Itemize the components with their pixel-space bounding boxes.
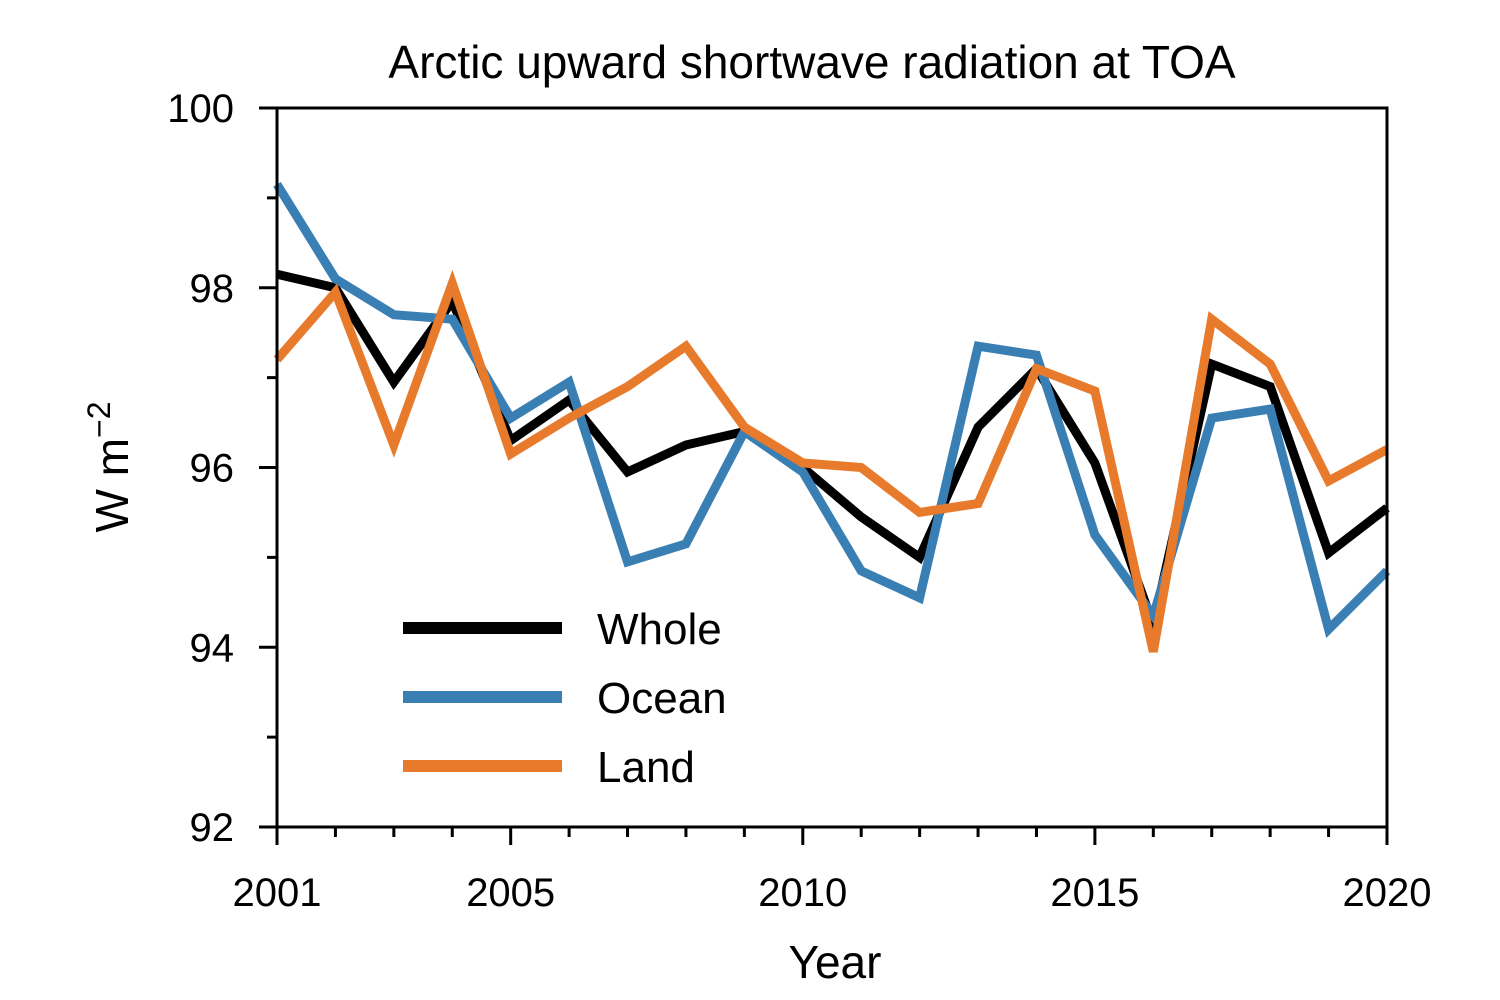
series-line-land: [273, 269, 1390, 653]
x-tick-label: 2015: [1050, 871, 1139, 915]
y-axis-label: W m−2: [81, 402, 138, 533]
x-tick-label: 2005: [466, 871, 555, 915]
y-tick-label: 92: [190, 806, 235, 850]
x-axis-ticks: 2001 2005 2010 2015 2020: [233, 827, 1432, 915]
x-tick-label: 2020: [1343, 871, 1432, 915]
x-axis-label: Year: [789, 936, 882, 988]
y-tick-label: 96: [190, 447, 235, 491]
x-tick-label: 2001: [233, 871, 322, 915]
legend-label-land: Land: [597, 743, 695, 792]
chart-title: Arctic upward shortwave radiation at TOA: [388, 36, 1235, 88]
y-axis-label-main: W m: [86, 438, 138, 533]
legend-label-ocean: Ocean: [597, 674, 727, 723]
y-tick-label: 100: [167, 87, 234, 131]
legend: Whole Ocean Land: [403, 605, 727, 792]
series-line-ocean: [273, 182, 1391, 639]
plot-series-group: [273, 182, 1391, 653]
y-tick-label: 98: [190, 267, 235, 311]
y-tick-label: 94: [190, 626, 235, 670]
y-axis-label-superscript: −2: [81, 402, 117, 438]
y-axis-ticks: 92 94 96 98 100: [167, 87, 277, 850]
x-tick-label: 2010: [758, 871, 847, 915]
legend-label-whole: Whole: [597, 605, 722, 654]
